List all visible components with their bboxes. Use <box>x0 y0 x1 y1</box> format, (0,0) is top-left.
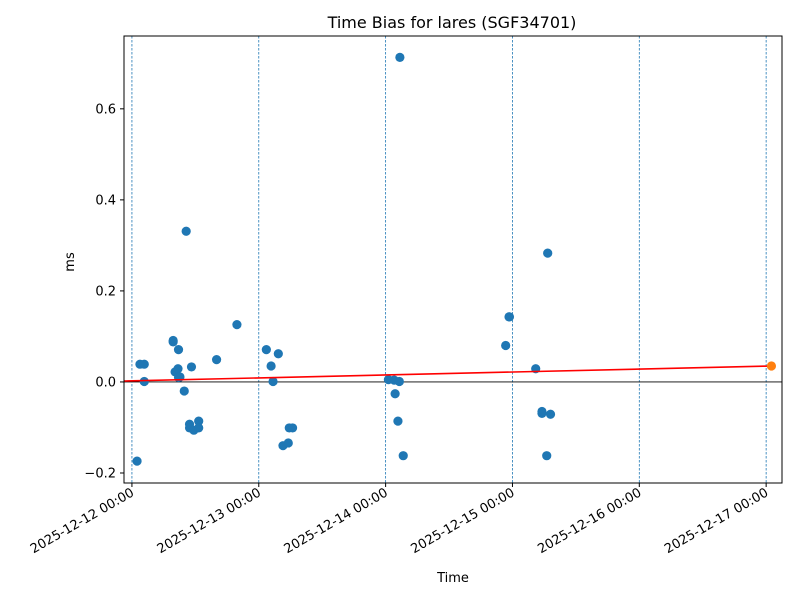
x-axis-label: Time <box>436 571 469 586</box>
data-point <box>545 409 556 419</box>
data-point <box>266 361 276 371</box>
data-point <box>179 386 189 396</box>
data-point <box>132 456 142 466</box>
data-point <box>186 362 197 372</box>
data-point <box>232 319 242 330</box>
data-point <box>504 312 515 322</box>
data-point <box>390 389 400 399</box>
grid-layer <box>124 36 782 483</box>
data-point <box>395 52 405 62</box>
data-point <box>181 226 191 236</box>
data-point <box>542 451 552 461</box>
chart-title: Time Bias for lares (SGF34701) <box>327 13 577 32</box>
data-point <box>398 451 408 461</box>
data-point <box>393 416 403 426</box>
y-tick-label: 0.6 <box>95 102 116 117</box>
plot-frame <box>123 35 783 484</box>
data-point <box>173 364 183 374</box>
data-point <box>268 376 278 387</box>
data-point <box>261 345 271 355</box>
data-point <box>287 423 298 433</box>
y-tick-label: 0.0 <box>95 375 116 390</box>
y-tick-label: 0.4 <box>95 193 116 208</box>
y-tick-label: −0.2 <box>84 466 116 481</box>
data-point <box>501 340 511 351</box>
data-point <box>194 423 204 433</box>
data-point <box>139 359 149 369</box>
data-point <box>283 438 293 448</box>
data-point <box>543 248 553 258</box>
data-point <box>194 416 204 426</box>
y-axis-label: ms <box>63 252 78 272</box>
data-point <box>273 349 283 359</box>
trend-line <box>123 365 772 382</box>
prediction-point <box>766 361 777 371</box>
data-point <box>173 345 184 355</box>
data-point <box>168 335 178 346</box>
data-layer <box>123 52 777 466</box>
data-point <box>211 355 222 365</box>
y-tick-label: 0.2 <box>95 284 116 299</box>
data-point <box>537 408 547 418</box>
data-point <box>139 376 149 387</box>
data-point <box>394 376 404 387</box>
